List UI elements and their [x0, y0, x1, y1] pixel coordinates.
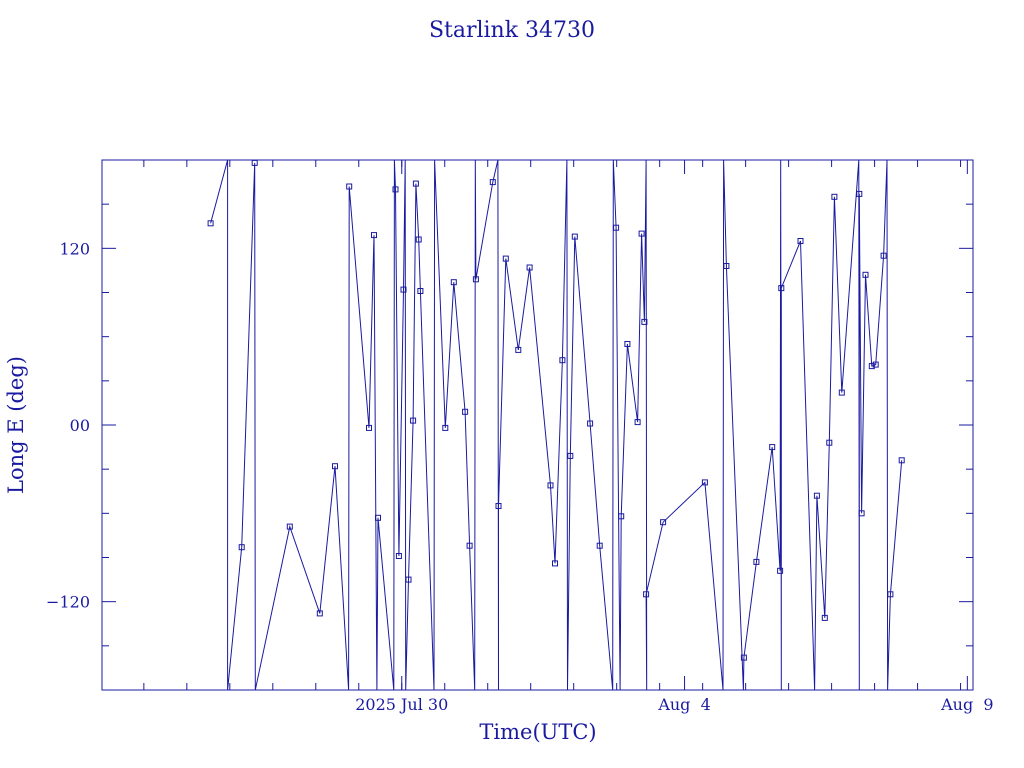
chart-title: Starlink 34730 [429, 18, 595, 43]
data-point [316, 610, 323, 617]
data-point [618, 513, 625, 520]
data-point [880, 252, 887, 259]
data-point [887, 591, 894, 598]
data-point [701, 479, 708, 486]
y-tick-label: 120 [59, 239, 90, 258]
data-point [238, 544, 245, 551]
data-point [442, 424, 449, 431]
data-point [415, 236, 422, 243]
data-point [410, 417, 417, 424]
data-point [462, 408, 469, 415]
data-point [371, 232, 377, 239]
data-point [740, 654, 747, 661]
data-point [567, 452, 574, 459]
data-point [412, 180, 419, 187]
data-point [778, 285, 785, 292]
data-point [856, 190, 863, 197]
plot-frame [101, 159, 974, 691]
y-axis-label: Long E (deg) [4, 356, 28, 494]
x-tick-label: 2025 Jul 30 [355, 695, 448, 714]
data-point [858, 510, 865, 517]
x-tick-label: Aug 4 [657, 695, 710, 714]
data-point [723, 263, 730, 269]
data-point [777, 567, 784, 574]
data-point [526, 264, 533, 271]
data-point [559, 357, 566, 364]
data-point [643, 591, 650, 598]
data-point [838, 389, 845, 396]
series-line [210, 160, 903, 690]
data-point [624, 341, 631, 347]
data-point [831, 193, 838, 200]
data-point [797, 238, 804, 244]
x-axis-label: Time(UTC) [479, 720, 596, 744]
data-point [489, 179, 496, 186]
data-point [515, 346, 522, 353]
data-point [613, 224, 620, 231]
data-point [502, 255, 509, 262]
data-point [769, 444, 776, 451]
data-point [466, 542, 473, 549]
data-point [375, 514, 381, 521]
data-point [813, 492, 820, 499]
series-group [207, 160, 905, 690]
data-point [660, 519, 667, 526]
data-point [346, 183, 353, 190]
x-tick-label: Aug 9 [940, 695, 993, 714]
data-point [547, 482, 554, 489]
data-point [587, 420, 594, 427]
data-point [472, 276, 479, 283]
data-point [392, 186, 399, 193]
data-point [395, 553, 402, 559]
data-point [596, 542, 603, 549]
data-point [450, 279, 457, 286]
data-point [405, 576, 412, 583]
axis-ticks [102, 159, 973, 691]
data-point [862, 271, 869, 278]
data-point [641, 318, 648, 325]
data-point [417, 288, 424, 294]
data-point [898, 457, 905, 464]
data-point [366, 424, 372, 431]
data-point [552, 560, 558, 567]
data-point [634, 419, 641, 426]
data-point [826, 439, 833, 446]
data-point [207, 220, 214, 227]
data-point [868, 363, 875, 370]
data-point [821, 614, 828, 621]
y-tick-label: 00 [70, 416, 90, 435]
data-point [495, 503, 502, 509]
y-tick-label: −120 [46, 593, 90, 612]
data-point [638, 230, 645, 237]
data-point [753, 558, 760, 565]
data-point [332, 463, 338, 470]
data-point [571, 233, 578, 240]
tick-labels: 120 00 −120 2025 Jul 30 Aug 4 Aug 9 [46, 239, 994, 714]
data-point [286, 523, 293, 530]
data-point [400, 286, 407, 293]
data-point [872, 361, 879, 368]
